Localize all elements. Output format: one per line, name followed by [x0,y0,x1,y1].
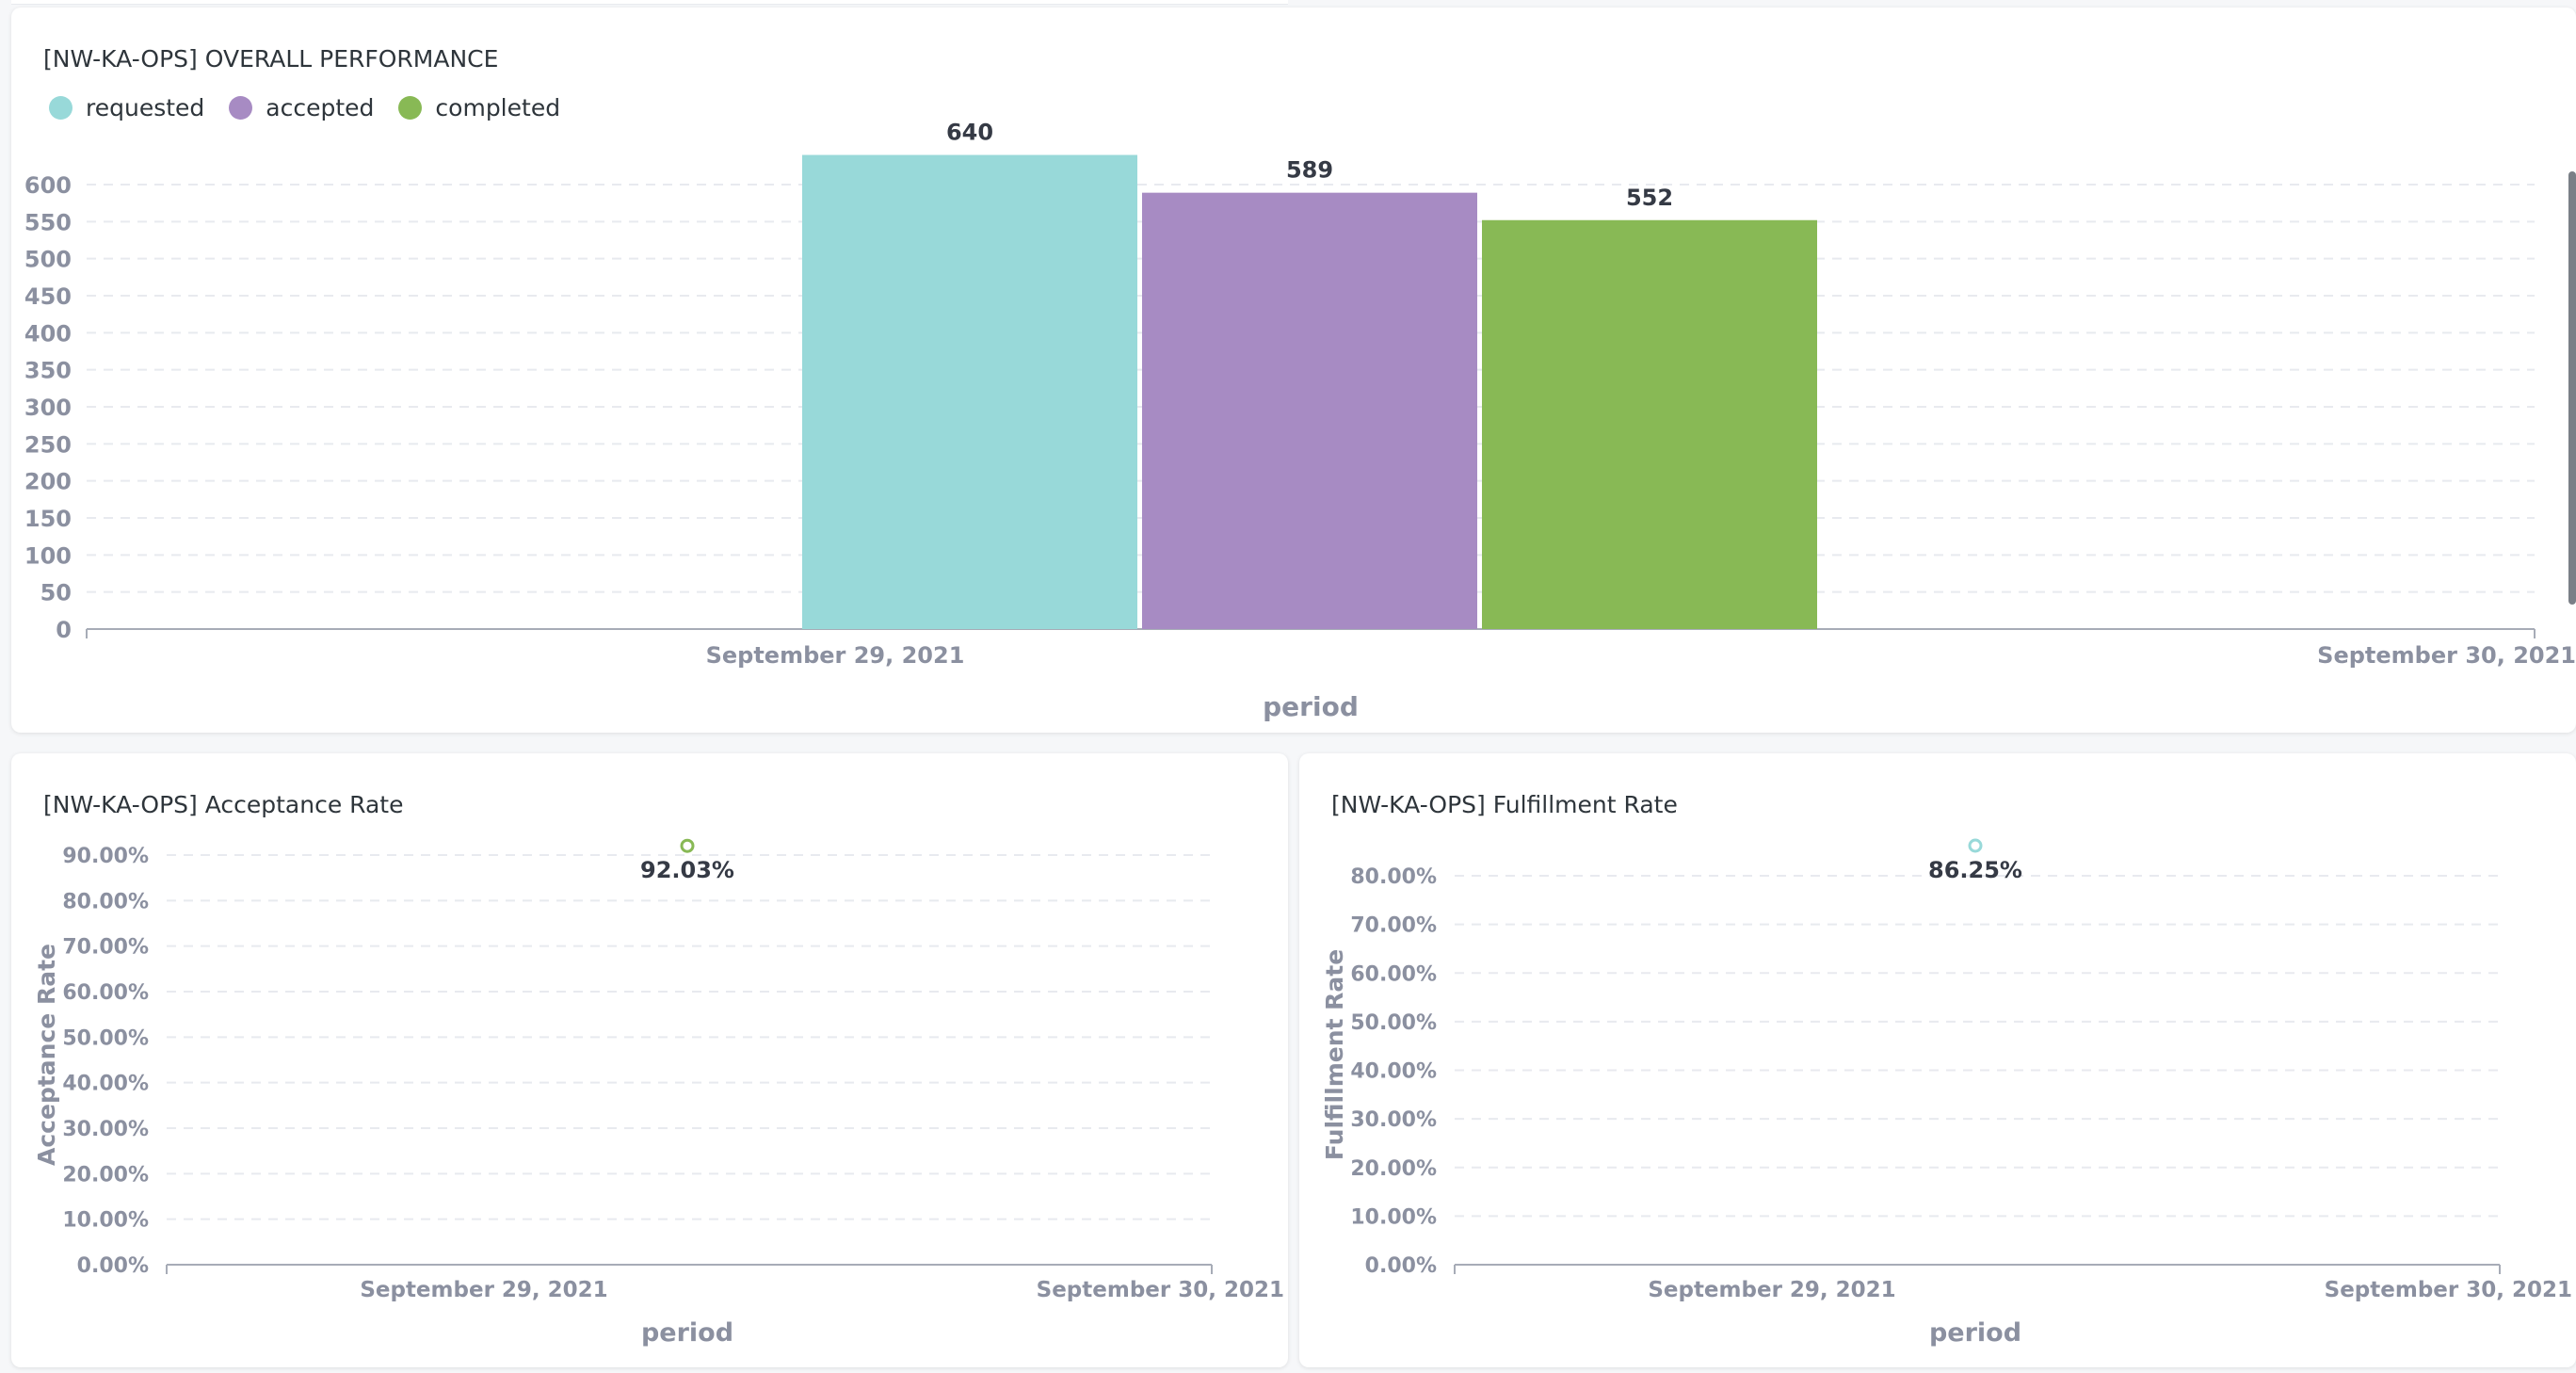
y-tick-label: 550 [24,209,72,235]
y-tick-label: 50.00% [62,1026,149,1050]
data-point [680,838,695,853]
bar-chart-plot: 0 50 100 150 200 250 300 350 400 450 500 550 600 Sept… [24,120,2576,722]
y-tick-label: 60.00% [1350,962,1437,986]
y-tick-label: 50.00% [1350,1011,1437,1035]
y-tick-label: 20.00% [62,1163,149,1187]
y-tick-label: 40.00% [1350,1060,1437,1084]
y-tick-label: 250 [24,431,72,458]
legend-item-accepted[interactable]: accepted [229,94,374,121]
y-axis-label: Acceptance Rate [33,944,60,1166]
y-axis-label: Fulfillment Rate [1321,949,1348,1160]
y-tick-label: 80.00% [1350,865,1437,889]
fulfillment-rate-card[interactable]: [NW-KA-OPS] Fulfillment Rate 0.00% 10.00%… [1299,753,2576,1367]
y-tick-label: 80.00% [62,890,149,913]
bar-value-label: 552 [1626,185,1673,211]
x-axis-label: period [1263,691,1359,722]
scrollbar-thumb[interactable] [2568,171,2576,605]
y-tick-label: 50 [40,580,72,606]
legend-dot-accepted [229,96,253,120]
legend-label: accepted [266,94,375,121]
data-point [1968,838,1983,853]
y-tick-label: 400 [24,320,72,347]
y-tick-label: 20.00% [1350,1157,1437,1181]
y-tick-label: 0 [56,617,72,643]
y-tick-label: 450 [24,283,72,310]
y-tick-label: 500 [24,247,72,273]
data-point-label: 86.25% [1928,857,2022,883]
page-scrollbar[interactable] [2568,0,2576,1373]
x-tick-label: September 30, 2021 [1037,1278,1284,1302]
fulfillment-rate-plot: 0.00% 10.00% 20.00% 30.00% 40.00% 50.00% 60.00… [1321,838,2572,1348]
y-tick-label: 30.00% [62,1118,149,1141]
x-tick-label: September 29, 2021 [706,642,965,669]
y-tick-label: 150 [24,506,72,532]
legend-label: completed [435,94,561,121]
bar-completed [1482,219,1817,629]
y-tick-label: 10.00% [1350,1205,1437,1229]
chart-title[interactable]: [NW-KA-OPS] Acceptance Rate [43,791,404,818]
previous-card-edge [11,0,1288,5]
legend-label: requested [86,94,205,121]
y-tick-label: 10.00% [62,1209,149,1233]
y-tick-label: 100 [24,542,72,569]
acceptance-rate-card[interactable]: [NW-KA-OPS] Acceptance Rate 0.00% 10.00% 2… [11,753,1288,1367]
chart-title[interactable]: [NW-KA-OPS] OVERALL PERFORMANCE [43,45,499,73]
legend-dot-completed [398,96,423,120]
legend-dot-requested [49,96,72,120]
x-tick-label: September 29, 2021 [1648,1278,1895,1302]
x-tick-label: September 30, 2021 [2325,1278,2572,1302]
y-tick-label: 600 [24,172,72,199]
chart-title[interactable]: [NW-KA-OPS] Fulfillment Rate [1331,791,1678,818]
x-axis-label: period [1929,1318,2021,1348]
bar-value-label: 589 [1286,157,1333,184]
y-tick-label: 70.00% [1350,914,1437,938]
y-tick-label: 60.00% [62,981,149,1005]
y-tick-label: 30.00% [1350,1108,1437,1132]
bar-accepted [1142,192,1477,630]
y-tick-label: 0.00% [1365,1254,1437,1278]
acceptance-rate-plot: 0.00% 10.00% 20.00% 30.00% 40.00% 50.00% 60.00… [33,838,1284,1348]
y-tick-label: 200 [24,469,72,495]
chart-legend: requested accepted completed [49,94,585,121]
x-tick-label: September 30, 2021 [2317,642,2576,669]
data-point-label: 92.03% [640,857,734,883]
x-tick-label: September 29, 2021 [360,1278,607,1302]
bar-requested [802,154,1137,630]
y-tick-label: 70.00% [62,936,149,960]
y-tick-label: 0.00% [77,1254,149,1278]
bar-value-label: 640 [946,120,993,146]
y-tick-label: 300 [24,395,72,421]
y-tick-label: 350 [24,358,72,384]
legend-item-requested[interactable]: requested [49,94,204,121]
legend-item-completed[interactable]: completed [398,94,560,121]
overall-performance-card[interactable]: [NW-KA-OPS] OVERALL PERFORMANCE requeste… [11,8,2576,733]
y-tick-label: 40.00% [62,1073,149,1096]
x-axis-label: period [641,1318,733,1348]
y-tick-label: 90.00% [62,845,149,868]
